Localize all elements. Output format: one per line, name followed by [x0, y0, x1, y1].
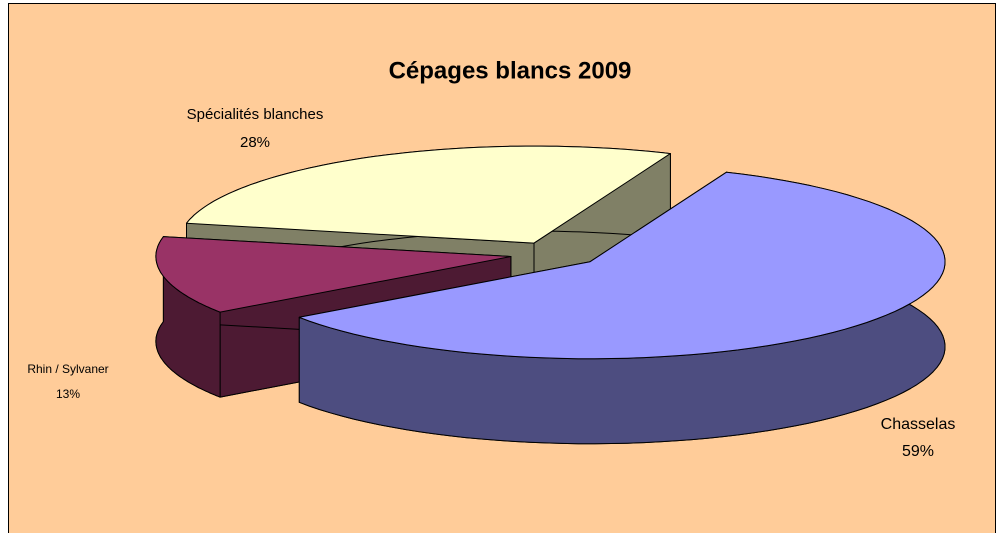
data-label-name: Chasselas	[881, 416, 956, 433]
data-label-value: 59%	[902, 443, 934, 460]
data-label-name: Rhin / Sylvaner	[27, 362, 108, 376]
data-label-value: 13%	[56, 387, 80, 401]
slice	[155, 236, 512, 313]
data-label-name: Spécialités blanches	[187, 106, 324, 123]
data-label-value: 28%	[240, 134, 270, 151]
chart-title: Cépages blancs 2009	[389, 57, 632, 84]
slice	[298, 171, 946, 360]
slice	[186, 145, 671, 244]
